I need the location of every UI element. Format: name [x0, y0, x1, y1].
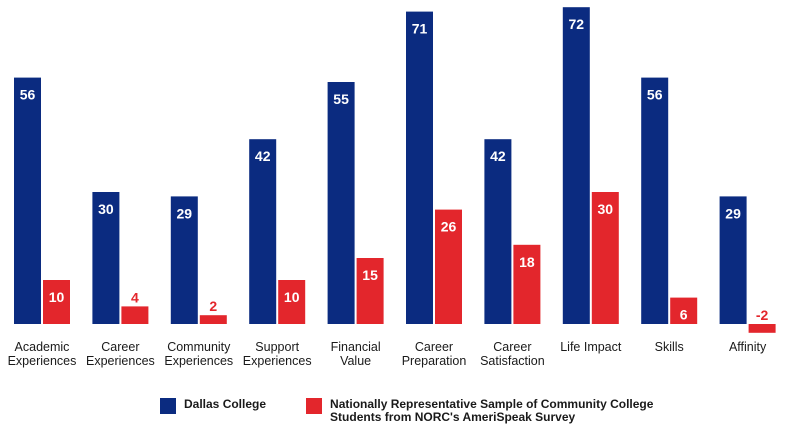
- category-label-2: Community Experiences: [164, 340, 233, 368]
- data-label-dallas-3: 42: [255, 148, 271, 164]
- data-label-national-1: 4: [131, 289, 139, 305]
- data-label-national-4: 15: [362, 267, 378, 283]
- legend-item-national: Nationally Representative Sample of Comm…: [306, 398, 680, 424]
- category-label-6: Career Satisfaction: [480, 340, 545, 368]
- legend-item-dallas: Dallas College: [160, 398, 266, 424]
- bar-dallas-1: [92, 192, 120, 324]
- bar-dallas-8: [641, 77, 669, 324]
- data-label-dallas-8: 56: [647, 87, 663, 103]
- legend-swatch-dallas: [160, 398, 176, 414]
- data-label-national-8: 6: [680, 307, 688, 323]
- bar-national-6: [513, 244, 541, 324]
- category-label-3: Support Experiences: [243, 340, 312, 368]
- data-label-dallas-6: 42: [490, 148, 506, 164]
- bar-national-5: [435, 209, 462, 324]
- data-label-dallas-1: 30: [98, 201, 114, 217]
- bar-dallas-9: [719, 196, 747, 324]
- category-label-7: Life Impact: [560, 340, 622, 354]
- data-label-national-2: 2: [209, 298, 217, 314]
- bar-national-3: [278, 280, 306, 324]
- category-label-5: Career Preparation: [402, 340, 467, 368]
- bar-dallas-4: [327, 82, 355, 324]
- bar-national-0: [43, 280, 70, 324]
- bar-dallas-7: [562, 7, 590, 324]
- category-label-4: Financial Value: [331, 340, 381, 368]
- bar-national-9: [748, 324, 776, 333]
- bar-national-1: [121, 306, 149, 324]
- category-label-1: Career Experiences: [86, 340, 155, 368]
- data-label-national-7: 30: [598, 201, 614, 217]
- bar-dallas-2: [170, 196, 198, 324]
- data-label-national-9: -2: [756, 307, 769, 323]
- bar-dallas-5: [406, 11, 433, 324]
- category-label-0: Academic Experiences: [8, 340, 77, 368]
- data-label-dallas-7: 72: [569, 16, 585, 32]
- bar-national-2: [199, 315, 227, 324]
- data-label-dallas-4: 55: [333, 91, 349, 107]
- bar-dallas-3: [249, 139, 277, 324]
- category-label-9: Affinity: [729, 340, 767, 354]
- bar-dallas-6: [484, 139, 512, 324]
- data-label-national-6: 18: [519, 254, 535, 270]
- data-label-national-5: 26: [441, 219, 457, 235]
- data-label-dallas-5: 71: [412, 21, 428, 37]
- data-label-national-3: 10: [284, 289, 300, 305]
- data-label-dallas-9: 29: [725, 205, 741, 221]
- bar-national-7: [591, 192, 619, 324]
- data-label-dallas-0: 56: [20, 87, 36, 103]
- legend: Dallas College Nationally Representative…: [160, 398, 680, 424]
- bar-national-4: [356, 258, 384, 324]
- bar-national-8: [670, 297, 698, 324]
- category-label-8: Skills: [655, 340, 684, 354]
- legend-label-national: Nationally Representative Sample of Comm…: [330, 397, 654, 424]
- legend-label-dallas: Dallas College: [184, 397, 267, 411]
- bar-dallas-0: [14, 77, 41, 324]
- data-label-dallas-2: 29: [177, 205, 193, 221]
- data-label-national-0: 10: [49, 289, 65, 305]
- legend-swatch-national: [306, 398, 323, 414]
